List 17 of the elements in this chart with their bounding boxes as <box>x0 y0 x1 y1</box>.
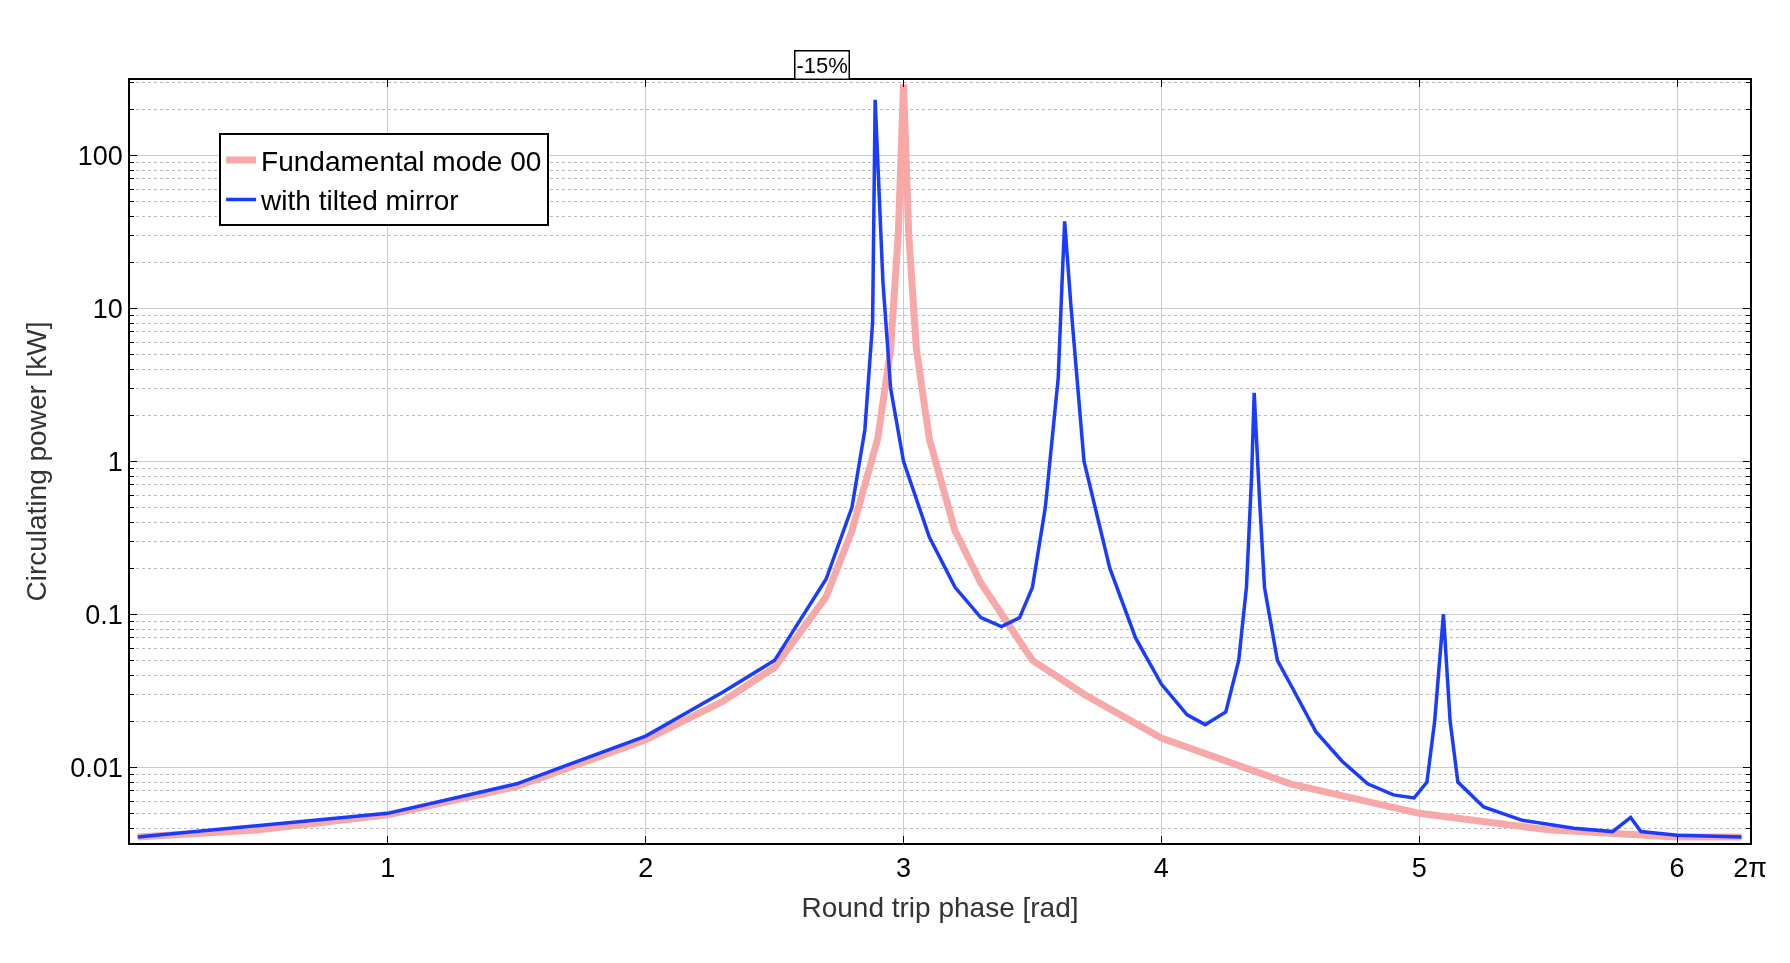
x-tick-label: 3 <box>896 853 912 884</box>
y-tick-label: 10 <box>92 293 123 324</box>
x-axis-title: Round trip phase [rad] <box>801 891 1079 923</box>
y-tick-label: 0.1 <box>85 599 123 630</box>
x-tick-label: 1 <box>380 853 396 884</box>
y-tick-label: 0.01 <box>70 752 123 783</box>
x-tick-label: 5 <box>1411 853 1427 884</box>
x-tick-label: 2 <box>638 853 654 884</box>
legend-label: Fundamental mode 00 <box>261 146 542 178</box>
y-axis-title: Circulating power [kW] <box>21 321 53 602</box>
y-tick-label: 1 <box>107 446 123 477</box>
legend-label: with tilted mirror <box>260 185 459 217</box>
y-tick-label: 100 <box>77 140 123 171</box>
x-tick-label: 6 <box>1669 853 1685 884</box>
x-tick-label: 4 <box>1153 853 1169 884</box>
text: -15% <box>796 52 848 78</box>
x-tick-label: 2π <box>1733 853 1767 884</box>
